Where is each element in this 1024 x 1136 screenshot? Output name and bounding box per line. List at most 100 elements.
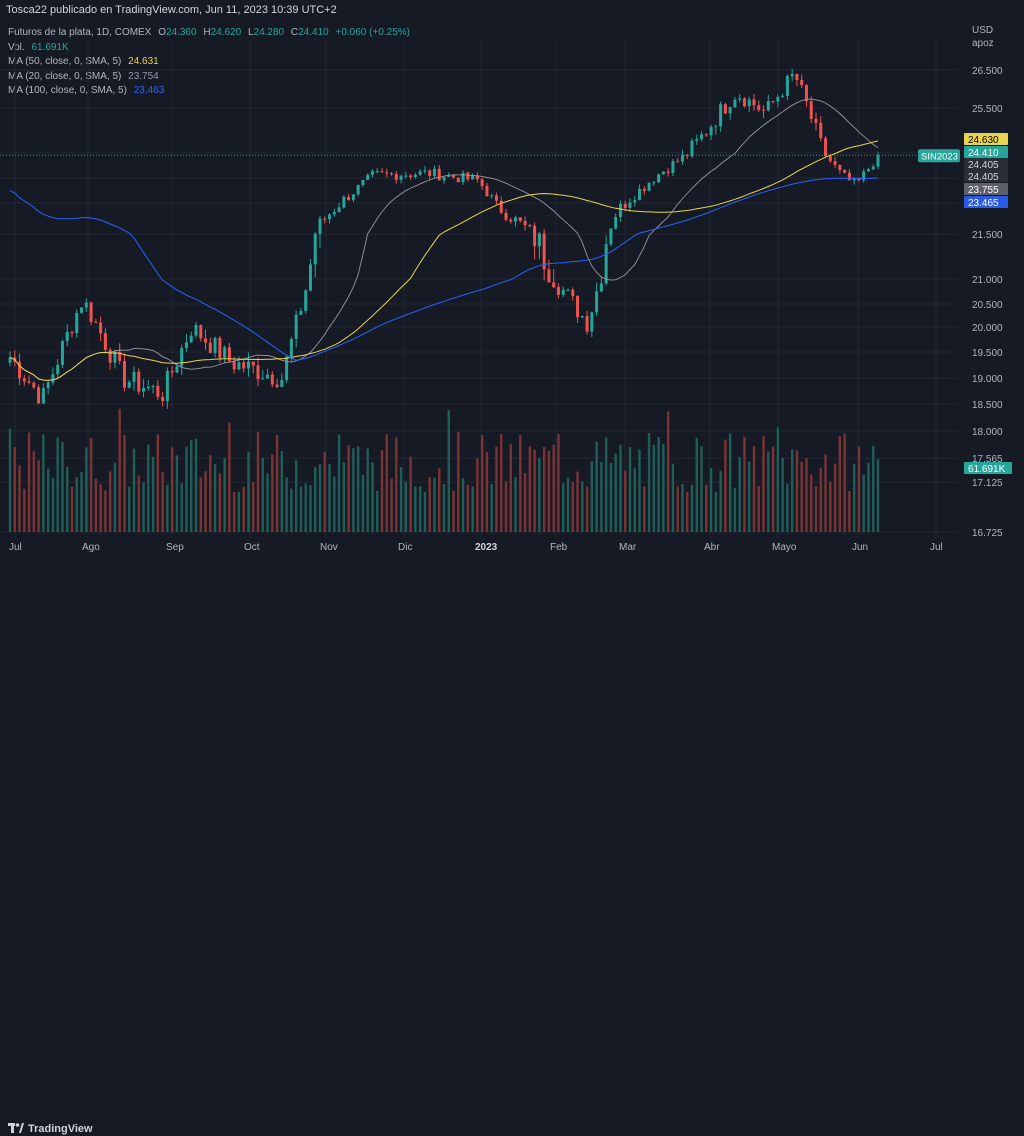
- ma100-label[interactable]: MA (100, close, 0, SMA, 5): [8, 85, 127, 96]
- candle-body: [275, 384, 279, 387]
- volume-bar: [781, 457, 784, 532]
- price-tag: [964, 133, 1008, 145]
- candle-body: [781, 95, 785, 97]
- volume-bar: [347, 445, 350, 532]
- volume-bar: [252, 481, 255, 532]
- candle-body: [223, 347, 227, 358]
- volume-bar: [218, 473, 222, 532]
- candle-body: [623, 203, 627, 208]
- unit-label[interactable]: apoz: [972, 38, 994, 49]
- volume-bar: [170, 447, 174, 532]
- volume-bar: [280, 451, 284, 532]
- time-tick-label: Mar: [619, 542, 637, 553]
- volume-bar: [848, 491, 851, 532]
- candle-body: [304, 290, 308, 311]
- volume-bar: [113, 462, 117, 532]
- volume-bar: [509, 444, 512, 532]
- candle-body: [51, 374, 55, 383]
- price-tag: [964, 196, 1008, 208]
- candle-body: [504, 212, 508, 220]
- volume-bar: [862, 474, 865, 532]
- time-tick-label: Abr: [704, 542, 720, 553]
- volume-bar: [37, 460, 40, 532]
- time-tick-label: Ago: [82, 542, 100, 553]
- volume-bar: [819, 467, 822, 532]
- volume-bar: [242, 486, 245, 532]
- volume-bar: [442, 483, 446, 532]
- candle-body: [652, 182, 656, 184]
- volume-bar: [671, 463, 675, 532]
- volume-bar: [237, 491, 241, 532]
- volume-bar: [714, 491, 718, 532]
- volume-bar: [194, 438, 198, 532]
- candle-body: [227, 347, 231, 362]
- price-tick-label: 18.000: [972, 427, 1003, 438]
- volume-bar: [724, 439, 727, 532]
- candle-body: [461, 172, 465, 183]
- candle-body: [41, 388, 45, 404]
- candle-body: [242, 362, 246, 369]
- price-tag-label: 23.465: [968, 198, 999, 209]
- ohlc-change: +0.060 (+0.25%): [335, 27, 411, 38]
- legend-volume-row: Vol. 61.691K: [8, 41, 410, 56]
- candle-body: [351, 194, 355, 200]
- price-tag: [964, 146, 1008, 158]
- candle-body: [270, 374, 274, 385]
- volume-tag-label: 61.691K: [968, 464, 1006, 475]
- candle-body: [89, 302, 93, 323]
- candle-body: [137, 371, 141, 392]
- volume-label[interactable]: Vol.: [8, 41, 25, 53]
- volume-bar: [829, 481, 832, 532]
- volume-bar: [666, 411, 670, 532]
- candle-body: [571, 289, 575, 297]
- volume-bar: [70, 486, 74, 532]
- volume-bar: [748, 461, 751, 532]
- ma50-label[interactable]: MA (50, close, 0, SMA, 5): [8, 56, 122, 67]
- price-chart[interactable]: 26.50025.50024.50023.50022.50021.50021.0…: [0, 0, 1024, 582]
- volume-bar: [495, 446, 498, 532]
- volume-bar: [466, 484, 470, 532]
- candle-body: [833, 161, 837, 165]
- candle-body: [99, 322, 103, 334]
- tradingview-brand[interactable]: TradingView: [8, 1122, 93, 1135]
- ma20-label[interactable]: MA (20, close, 0, SMA, 5): [8, 70, 122, 82]
- ohlc-close-label: C: [290, 27, 299, 38]
- candle-body: [499, 200, 503, 213]
- time-tick-label: Feb: [550, 542, 568, 553]
- ma50-line: [9, 140, 879, 381]
- time-tick-label: Mayo: [772, 542, 797, 553]
- candle-body: [266, 374, 270, 379]
- candle-body: [165, 370, 169, 402]
- volume-bar: [209, 455, 212, 532]
- candle-body: [733, 99, 737, 108]
- candle-body: [666, 171, 670, 173]
- volume-bar: [852, 463, 856, 532]
- candle-body: [852, 178, 856, 181]
- candle-body: [828, 156, 832, 162]
- candle-body: [146, 386, 150, 389]
- legend-symbol[interactable]: Futuros de la plata, 1D, COMEX: [8, 27, 152, 38]
- volume-bar: [471, 486, 474, 532]
- candle-body: [657, 174, 661, 183]
- candle-body: [800, 80, 804, 86]
- candle-body: [776, 96, 780, 102]
- volume-bar: [323, 451, 326, 532]
- volume-bar: [314, 467, 317, 532]
- volume-bar: [738, 457, 741, 532]
- candle-body: [65, 332, 69, 342]
- volume-bar: [399, 467, 403, 532]
- price-tag-label: 23.755: [968, 185, 999, 196]
- candle-body: [804, 85, 808, 102]
- candle-body: [790, 74, 794, 77]
- volume-bar: [404, 481, 408, 532]
- volume-bar: [662, 444, 665, 532]
- currency-label[interactable]: USD: [972, 25, 994, 36]
- volume-bar: [571, 481, 574, 532]
- candle-body: [118, 351, 122, 361]
- volume-bar: [547, 450, 551, 532]
- chart-legend: Futuros de la plata, 1D, COMEX O24.360 H…: [8, 26, 410, 99]
- candle-body: [614, 216, 618, 229]
- published-line: Tosca22 publicado en TradingView.com, Ju…: [6, 4, 337, 16]
- grid-lines: [0, 40, 958, 538]
- volume-bar: [633, 468, 636, 532]
